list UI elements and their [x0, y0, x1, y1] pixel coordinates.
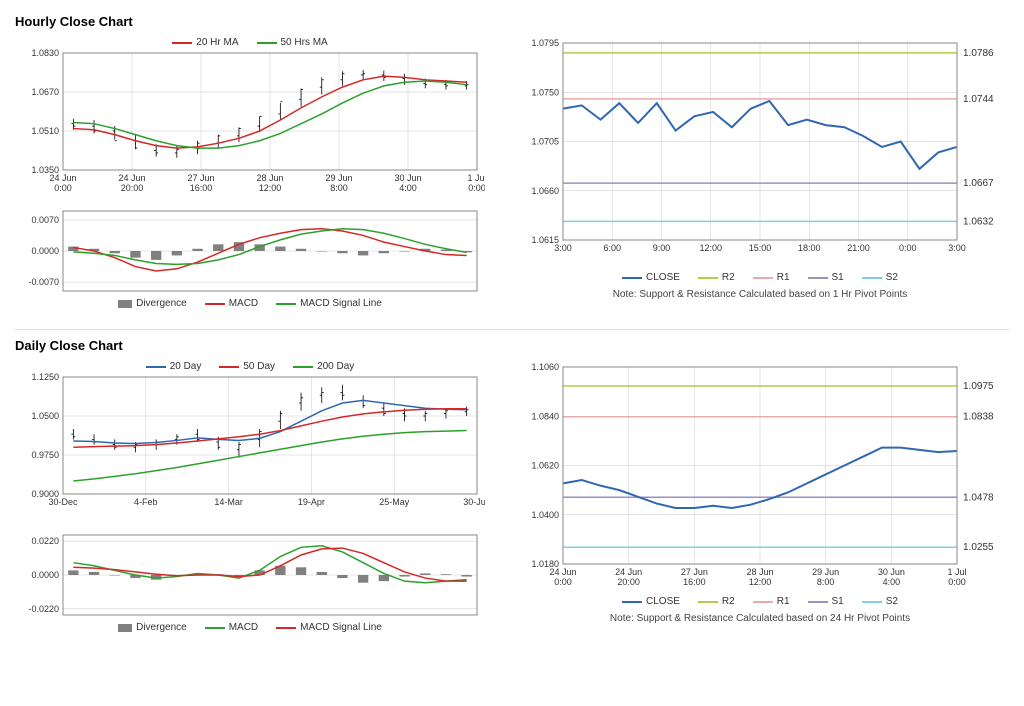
svg-text:27 Jun16:00: 27 Jun16:00 [681, 567, 708, 587]
svg-text:24 Jun20:00: 24 Jun20:00 [615, 567, 642, 587]
svg-text:9:00: 9:00 [653, 243, 671, 253]
svg-text:0.0000: 0.0000 [31, 246, 59, 256]
svg-text:1.0660: 1.0660 [531, 186, 559, 196]
hourly-sr-note: Note: Support & Resistance Calculated ba… [515, 289, 1005, 300]
svg-text:1.1060: 1.1060 [531, 362, 559, 372]
svg-text:29 Jun8:00: 29 Jun8:00 [325, 173, 352, 193]
svg-text:3:00: 3:00 [948, 243, 966, 253]
svg-text:15:00: 15:00 [749, 243, 772, 253]
svg-text:1.0632: 1.0632 [963, 216, 994, 227]
hourly-sr-chart: 1.06151.06601.07051.07501.07953:006:009:… [515, 35, 1005, 270]
legend-label: MACD Signal Line [300, 298, 382, 309]
daily-price-legend: 20 Day 50 Day 200 Day [15, 361, 485, 372]
daily-price-chart: 0.90000.97501.05001.125030-Dec4-Feb14-Ma… [15, 372, 485, 522]
svg-text:24 Jun0:00: 24 Jun0:00 [549, 567, 576, 587]
legend-label: S1 [832, 596, 844, 607]
svg-text:3:00: 3:00 [554, 243, 572, 253]
hourly-sr-legend: CLOSE R2 R1 S1 S2 [515, 272, 1005, 283]
svg-text:0.0000: 0.0000 [31, 570, 59, 580]
legend-label: S2 [886, 596, 898, 607]
svg-text:24 Jun20:00: 24 Jun20:00 [118, 173, 145, 193]
daily-sr-note: Note: Support & Resistance Calculated ba… [515, 613, 1005, 624]
legend-label: R1 [777, 596, 790, 607]
legend-label: R2 [722, 272, 735, 283]
daily-sr-legend: CLOSE R2 R1 S1 S2 [515, 596, 1005, 607]
svg-text:25-May: 25-May [379, 497, 410, 507]
svg-text:29 Jun8:00: 29 Jun8:00 [812, 567, 839, 587]
svg-text:1.0620: 1.0620 [531, 461, 559, 471]
svg-text:1 Jul0:00: 1 Jul0:00 [467, 173, 485, 193]
legend-label: MACD [229, 622, 258, 633]
svg-text:0.9750: 0.9750 [31, 450, 59, 460]
svg-text:1.0510: 1.0510 [31, 126, 59, 136]
legend-label: S2 [886, 272, 898, 283]
svg-text:1.0838: 1.0838 [963, 412, 994, 423]
hourly-panel: 20 Hr MA 50 Hrs MA 1.03501.05101.06701.0… [15, 35, 1009, 309]
svg-text:24 Jun0:00: 24 Jun0:00 [49, 173, 76, 193]
svg-text:1.0975: 1.0975 [963, 381, 994, 392]
legend-label: CLOSE [646, 596, 680, 607]
svg-text:30-Dec: 30-Dec [48, 497, 78, 507]
svg-text:1.0786: 1.0786 [963, 48, 994, 59]
svg-text:30 Jun4:00: 30 Jun4:00 [394, 173, 421, 193]
hourly-price-legend: 20 Hr MA 50 Hrs MA [15, 37, 485, 48]
svg-text:1.0255: 1.0255 [963, 542, 994, 553]
svg-text:6:00: 6:00 [603, 243, 621, 253]
svg-text:-0.0070: -0.0070 [28, 277, 59, 287]
svg-text:1.0500: 1.0500 [31, 411, 59, 421]
svg-text:0:00: 0:00 [899, 243, 917, 253]
svg-text:30 Jun4:00: 30 Jun4:00 [878, 567, 905, 587]
legend-label: R1 [777, 272, 790, 283]
legend-label: 200 Day [317, 361, 354, 372]
legend-label: Divergence [136, 298, 187, 309]
svg-text:14-Mar: 14-Mar [214, 497, 243, 507]
daily-panel: 20 Day 50 Day 200 Day 0.90000.97501.0500… [15, 359, 1009, 633]
svg-text:1.0744: 1.0744 [963, 94, 994, 105]
separator [15, 329, 1009, 330]
legend-label: 50 Hrs MA [281, 37, 328, 48]
svg-text:1 Jul0:00: 1 Jul0:00 [947, 567, 966, 587]
legend-label: MACD Signal Line [300, 622, 382, 633]
svg-text:28 Jun12:00: 28 Jun12:00 [256, 173, 283, 193]
legend-label: 20 Day [170, 361, 202, 372]
svg-text:0.0220: 0.0220 [31, 536, 59, 546]
hourly-macd-chart: -0.0070 0.0000 0.0070 [15, 206, 485, 296]
daily-sr-chart: 1.01801.04001.06201.08401.106024 Jun0:00… [515, 359, 1005, 594]
svg-text:1.0830: 1.0830 [31, 48, 59, 58]
svg-text:19-Apr: 19-Apr [298, 497, 325, 507]
svg-text:1.0705: 1.0705 [531, 137, 559, 147]
svg-text:27 Jun16:00: 27 Jun16:00 [187, 173, 214, 193]
hourly-price-chart: 1.03501.05101.06701.083024 Jun0:0024 Jun… [15, 48, 485, 198]
svg-text:1.0795: 1.0795 [531, 38, 559, 48]
svg-text:18:00: 18:00 [798, 243, 821, 253]
legend-label: Divergence [136, 622, 187, 633]
svg-text:30-Jun: 30-Jun [463, 497, 485, 507]
legend-label: R2 [722, 596, 735, 607]
svg-text:1.0667: 1.0667 [963, 178, 994, 189]
legend-label: CLOSE [646, 272, 680, 283]
svg-text:-0.0220: -0.0220 [28, 604, 59, 614]
svg-text:21:00: 21:00 [847, 243, 870, 253]
svg-text:1.0750: 1.0750 [531, 87, 559, 97]
svg-text:28 Jun12:00: 28 Jun12:00 [746, 567, 773, 587]
legend-label: 20 Hr MA [196, 37, 238, 48]
daily-macd-chart: -0.0220 0.0000 0.0220 [15, 530, 485, 620]
svg-text:1.0478: 1.0478 [963, 492, 994, 503]
svg-text:12:00: 12:00 [699, 243, 722, 253]
svg-text:1.0400: 1.0400 [531, 510, 559, 520]
svg-text:1.1250: 1.1250 [31, 372, 59, 382]
daily-macd-legend: Divergence MACD MACD Signal Line [15, 622, 485, 633]
svg-text:0.0070: 0.0070 [31, 215, 59, 225]
daily-title: Daily Close Chart [15, 338, 1009, 353]
legend-label: MACD [229, 298, 258, 309]
legend-label: 50 Day [243, 361, 275, 372]
svg-text:1.0840: 1.0840 [531, 411, 559, 421]
legend-label: S1 [832, 272, 844, 283]
svg-text:4-Feb: 4-Feb [134, 497, 158, 507]
svg-text:1.0670: 1.0670 [31, 87, 59, 97]
hourly-macd-legend: Divergence MACD MACD Signal Line [15, 298, 485, 309]
hourly-title: Hourly Close Chart [15, 14, 1009, 29]
